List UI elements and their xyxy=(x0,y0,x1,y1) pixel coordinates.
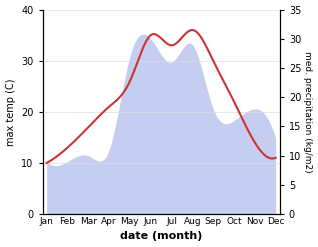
X-axis label: date (month): date (month) xyxy=(120,231,202,242)
Y-axis label: med. precipitation (kg/m2): med. precipitation (kg/m2) xyxy=(303,51,313,173)
Y-axis label: max temp (C): max temp (C) xyxy=(5,78,16,145)
